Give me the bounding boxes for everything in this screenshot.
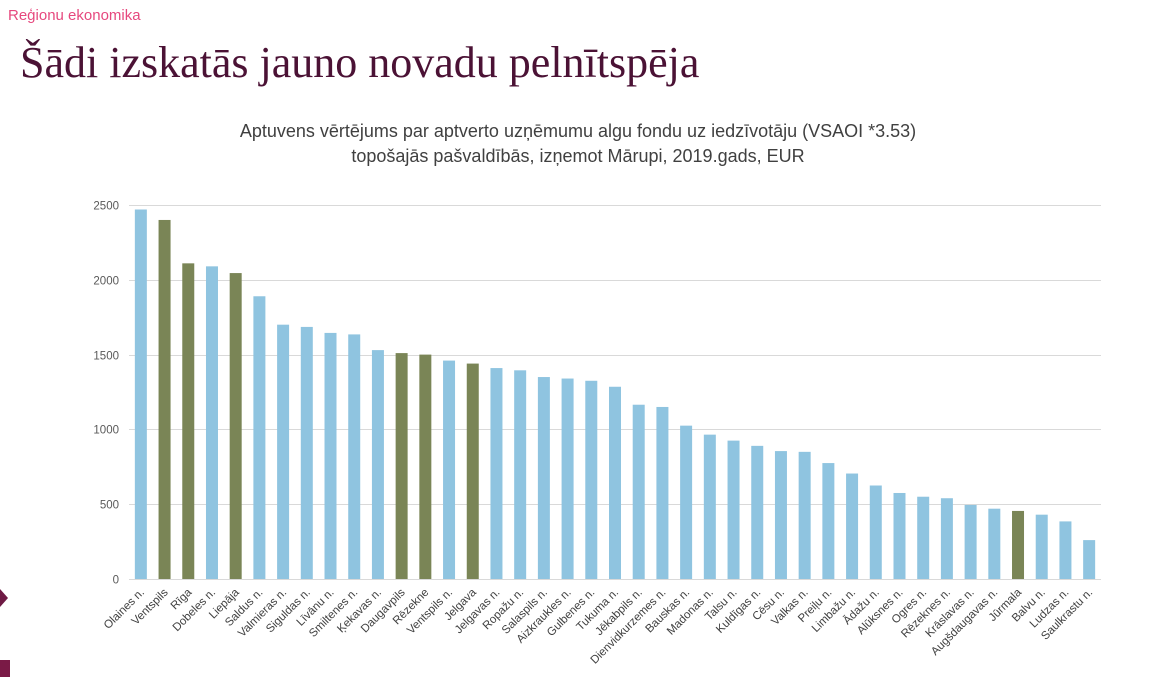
bar (751, 445, 764, 579)
bar (324, 332, 337, 579)
bar (1059, 521, 1072, 579)
bar (134, 209, 147, 580)
bar (229, 273, 242, 579)
chart-title-line-1: Aptuvens vērtējums par aptverto uzņēmumu… (239, 121, 917, 141)
bar (656, 406, 669, 579)
slide-marker-triangle (0, 589, 8, 607)
bar (443, 360, 456, 579)
y-tick-label: 2500 (93, 201, 119, 213)
bar (371, 350, 384, 579)
bar (205, 266, 218, 579)
bar (703, 434, 716, 579)
bar (893, 492, 906, 579)
bar (846, 473, 859, 579)
chart-title: Aptuvens vērtējums par aptverto uzņēmumu… (78, 119, 1078, 169)
y-tick-label: 2000 (93, 276, 119, 288)
y-tick-label: 1500 (93, 351, 119, 363)
bar (727, 440, 740, 579)
bar (1012, 510, 1025, 579)
section-label: Reģionu ekonomika (8, 7, 141, 24)
bar (466, 363, 479, 579)
bar (774, 451, 787, 579)
bar (940, 498, 953, 579)
bar (609, 386, 621, 579)
bar (798, 451, 811, 579)
bar (537, 377, 550, 579)
bar (632, 404, 645, 579)
bar (277, 324, 290, 579)
bar (300, 326, 313, 579)
bar (1083, 540, 1096, 579)
y-tick-label: 0 (113, 575, 119, 587)
bar (395, 353, 408, 579)
bar (988, 508, 1001, 579)
bar (680, 425, 693, 579)
bar (182, 263, 195, 579)
y-tick-label: 1000 (93, 425, 119, 437)
bar (514, 370, 527, 579)
bar (917, 496, 930, 579)
bar (158, 219, 171, 579)
slide-title: Šādi izskatās jauno novadu pelnītspēja (20, 38, 700, 87)
bar (822, 463, 835, 579)
y-tick-label: 500 (100, 500, 119, 512)
bar (253, 296, 266, 579)
slide-marker-square (0, 660, 10, 677)
bar (419, 354, 432, 579)
bar (964, 504, 977, 579)
bar (869, 485, 882, 579)
bar (348, 334, 361, 579)
bar (490, 368, 503, 579)
chart-title-line-2: topošajās pašvaldībās, izņemot Mārupi, 2… (351, 146, 805, 166)
bar (1035, 514, 1048, 579)
bar (585, 380, 598, 579)
bar (561, 378, 574, 579)
